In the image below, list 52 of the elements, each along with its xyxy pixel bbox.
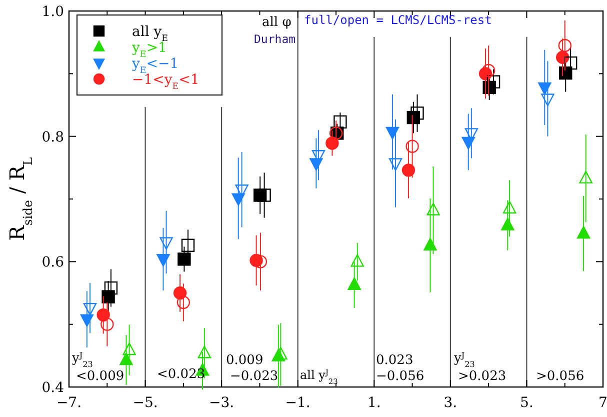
point xyxy=(122,342,136,356)
x-tick-label: 3. xyxy=(444,395,458,411)
y-tick-label: 0.4 xyxy=(42,380,64,396)
point xyxy=(579,170,592,184)
point xyxy=(541,94,554,106)
point xyxy=(486,75,500,88)
annotation: Durham xyxy=(254,32,296,46)
annotation: full/open = LCMS/LCMS-rest xyxy=(304,13,492,27)
point xyxy=(482,64,496,78)
point xyxy=(558,38,572,52)
point xyxy=(576,226,590,239)
x-tick-label: −7. xyxy=(56,395,82,411)
point xyxy=(402,164,416,177)
legend-label: y$_{E}$>1 xyxy=(131,40,167,60)
y-tick-label: 1.0 xyxy=(42,4,64,20)
annotation: 0.023 xyxy=(376,353,414,368)
point xyxy=(258,188,271,202)
y-tick-label: 0.6 xyxy=(42,254,64,271)
point xyxy=(501,218,514,230)
x-tick-label: −3. xyxy=(209,395,234,411)
point xyxy=(104,281,118,295)
point xyxy=(326,136,339,150)
point xyxy=(386,126,400,140)
annotation: >0.056 xyxy=(536,369,584,384)
annotation: 0.009 xyxy=(226,353,264,368)
point xyxy=(388,158,402,171)
point xyxy=(410,106,424,120)
x-tick-label: 7 xyxy=(598,395,607,411)
x-tick-label: 1. xyxy=(367,395,381,411)
annotation: <0.009 xyxy=(76,369,124,384)
legend-label: −1<y$_{E}$<1 xyxy=(132,72,200,92)
point xyxy=(348,277,361,290)
annotation: >0.023 xyxy=(458,369,506,384)
annotation: −0.056 xyxy=(376,369,424,384)
y-tick-label: 0.8 xyxy=(42,129,64,146)
point xyxy=(181,238,195,252)
point xyxy=(564,56,578,70)
x-tick-label: −5. xyxy=(132,395,158,411)
point xyxy=(426,202,440,216)
x-tick-label: 5. xyxy=(520,395,534,411)
point xyxy=(424,238,437,250)
annotation: −0.023 xyxy=(230,369,278,384)
point xyxy=(100,318,114,331)
point xyxy=(178,252,191,266)
point xyxy=(176,296,190,309)
point xyxy=(350,254,364,267)
point xyxy=(502,200,516,214)
x-tick-label: −1. xyxy=(285,395,310,411)
point xyxy=(198,346,212,358)
point xyxy=(406,140,419,153)
point xyxy=(334,115,347,129)
annotation: all φ xyxy=(262,15,292,30)
